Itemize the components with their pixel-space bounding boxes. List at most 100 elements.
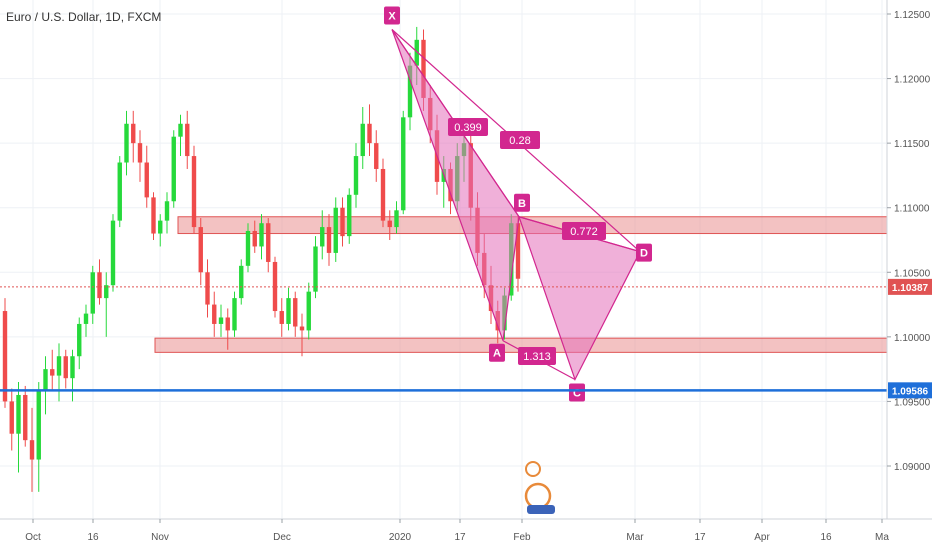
candle — [401, 110, 406, 215]
logo-ring-top — [525, 461, 541, 477]
x-tick-label: 17 — [694, 532, 706, 543]
candle — [394, 201, 399, 234]
candle-body — [421, 39, 426, 98]
candle-body — [374, 143, 379, 169]
candle — [63, 349, 68, 389]
candle — [50, 349, 55, 392]
ratio-tag[interactable]: 0.399 — [448, 118, 488, 136]
pattern-point-c[interactable]: C — [569, 383, 585, 402]
candle — [36, 382, 41, 492]
x-tick-label: Dec — [273, 532, 291, 543]
support-price-tag: 1.09586 — [888, 382, 932, 399]
candle — [104, 272, 109, 337]
candle — [259, 214, 264, 260]
candle-body — [43, 369, 48, 392]
candle-body — [144, 162, 149, 198]
candle-body — [131, 123, 136, 144]
candle — [29, 407, 35, 492]
point-tag-bg — [514, 193, 530, 212]
candle-body — [63, 356, 68, 379]
ratio-tag[interactable]: 1.313 — [518, 347, 556, 365]
candle — [239, 259, 244, 305]
x-tick-label: Ma — [875, 532, 889, 543]
candle-body — [70, 356, 75, 379]
candle — [90, 265, 95, 324]
ratio-tag-label: 0.399 — [454, 122, 482, 134]
candle-body — [36, 391, 41, 460]
point-tag-label: B — [518, 198, 526, 210]
candle-body — [9, 401, 14, 434]
candle-body — [414, 39, 419, 66]
candle — [23, 385, 28, 447]
candle — [205, 259, 210, 318]
candle — [252, 220, 257, 253]
ratio-tag[interactable]: 0.28 — [500, 131, 540, 149]
candle-body — [205, 272, 210, 305]
candle — [110, 214, 116, 292]
candle — [286, 287, 291, 331]
candles — [2, 26, 521, 492]
candle — [77, 317, 82, 370]
candle-body — [326, 227, 332, 253]
candle — [293, 291, 298, 337]
candle — [353, 143, 359, 208]
x-tick-label: Oct — [25, 532, 41, 543]
candle-body — [367, 123, 372, 144]
pattern-point-x[interactable]: X — [384, 6, 400, 25]
candle-body — [407, 65, 413, 118]
ratio-tag-bg — [500, 131, 540, 149]
support-price-tag-bg — [888, 382, 932, 399]
candle-body — [515, 223, 521, 279]
candle-body — [340, 207, 345, 237]
candle — [9, 388, 14, 451]
candle — [266, 218, 271, 273]
candle-body — [23, 394, 28, 441]
candle — [320, 210, 325, 260]
candle — [326, 214, 332, 266]
ratio-tag-label: 0.772 — [570, 226, 598, 238]
current-price-tag: 1.10387 — [888, 278, 932, 295]
candle — [279, 298, 284, 337]
logo-banner — [527, 505, 555, 514]
candle-body — [347, 194, 352, 237]
pattern-point-b[interactable]: B — [514, 193, 530, 212]
candle — [367, 104, 372, 157]
candle-body — [164, 201, 170, 221]
x-tick-label: Apr — [754, 532, 770, 543]
point-tag-bg — [489, 343, 505, 362]
candle — [131, 110, 136, 163]
candle — [144, 145, 149, 208]
pattern-triangle-xab — [391, 29, 520, 341]
y-tick-label: 1.10500 — [894, 268, 931, 279]
candle-body — [245, 230, 251, 266]
pattern-point-d[interactable]: D — [636, 243, 652, 262]
x-tick-label: Mar — [626, 532, 644, 543]
candle — [83, 304, 89, 337]
candle-body — [266, 223, 271, 262]
x-tick-label: 2020 — [389, 532, 412, 543]
candle-body — [171, 136, 176, 202]
point-tag-label: X — [388, 10, 396, 22]
candle-body — [380, 168, 386, 221]
ratio-tag-bg — [518, 347, 556, 365]
candle-body — [137, 143, 143, 163]
candle — [306, 282, 311, 340]
candle-body — [50, 369, 55, 376]
candle — [137, 130, 143, 182]
y-tick-label: 1.11000 — [894, 204, 930, 215]
chart-title: Euro / U.S. Dollar, 1D, FXCM — [6, 10, 161, 24]
point-tag-bg — [384, 6, 400, 25]
candle — [360, 106, 365, 169]
candle — [299, 313, 305, 357]
price-lines — [0, 286, 887, 392]
candle-body — [279, 311, 284, 324]
candle-body — [16, 394, 21, 434]
candle-body — [259, 223, 264, 247]
support-price-tag-text: 1.09586 — [892, 386, 929, 397]
ratio-tag[interactable]: 0.772 — [562, 222, 606, 240]
harmonic-pattern[interactable]: X A B C D 0.399 0.28 0.772 1.313 — [384, 6, 652, 402]
pattern-point-a[interactable]: A — [489, 343, 505, 362]
candle-body — [225, 317, 230, 331]
